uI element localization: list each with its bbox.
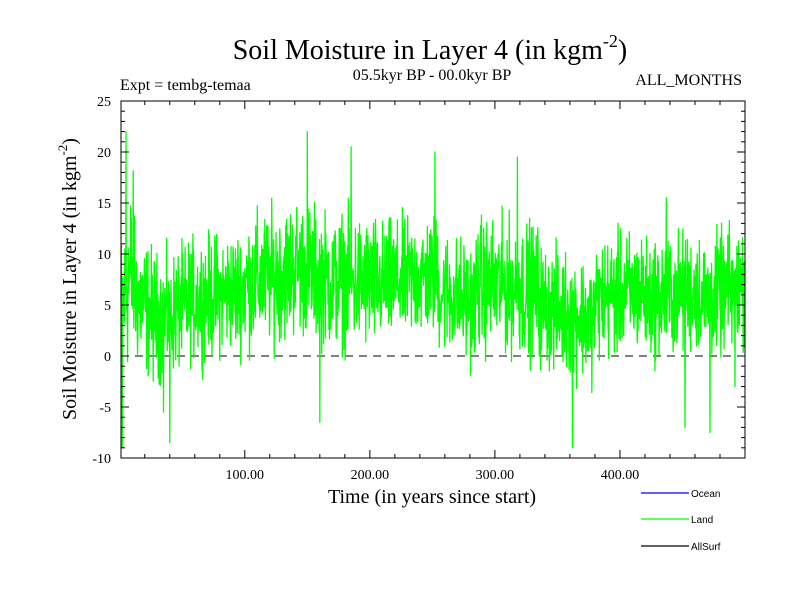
legend-label-ocean: Ocean bbox=[691, 489, 720, 500]
x-tick-label: 300.00 bbox=[476, 468, 515, 483]
subtitle-months: ALL_MONTHS bbox=[635, 72, 742, 89]
x-tick-label: 200.00 bbox=[351, 468, 390, 483]
y-tick-label: -5 bbox=[99, 401, 111, 416]
y-tick-label: 20 bbox=[97, 146, 111, 161]
x-tick-label: 100.00 bbox=[226, 468, 265, 483]
y-tick-label: -10 bbox=[92, 452, 111, 467]
legend-label-allsurf: AllSurf bbox=[691, 542, 721, 553]
subtitle-period: 05.5kyr BP - 00.0kyr BP bbox=[353, 67, 512, 84]
y-tick-label: 5 bbox=[104, 299, 111, 314]
ticks-layer: -10 -5 0 5 10 15 20 25 100.00 200.00 300.00 400.00 bbox=[92, 95, 745, 483]
plot-frame bbox=[120, 100, 746, 459]
series-layer bbox=[120, 130, 746, 449]
series-line-land bbox=[120, 130, 746, 449]
x-axis-label: Time (in years since start) bbox=[328, 486, 536, 508]
y-tick-label: 0 bbox=[104, 350, 111, 365]
legend: Ocean Land AllSurf bbox=[641, 489, 721, 553]
x-tick-label: 400.00 bbox=[601, 468, 640, 483]
subtitle-expt: Expt = tembg-temaa bbox=[120, 77, 251, 94]
chart-title: Soil Moisture in Layer 4 (in kgm-2) bbox=[233, 31, 628, 66]
y-tick-label: 25 bbox=[97, 95, 111, 110]
y-tick-label: 15 bbox=[97, 197, 111, 212]
legend-label-land: Land bbox=[691, 515, 713, 526]
y-tick-label: 10 bbox=[97, 248, 111, 263]
y-axis-label: Soil Moisture in Layer 4 (in kgm-2) bbox=[55, 138, 81, 420]
